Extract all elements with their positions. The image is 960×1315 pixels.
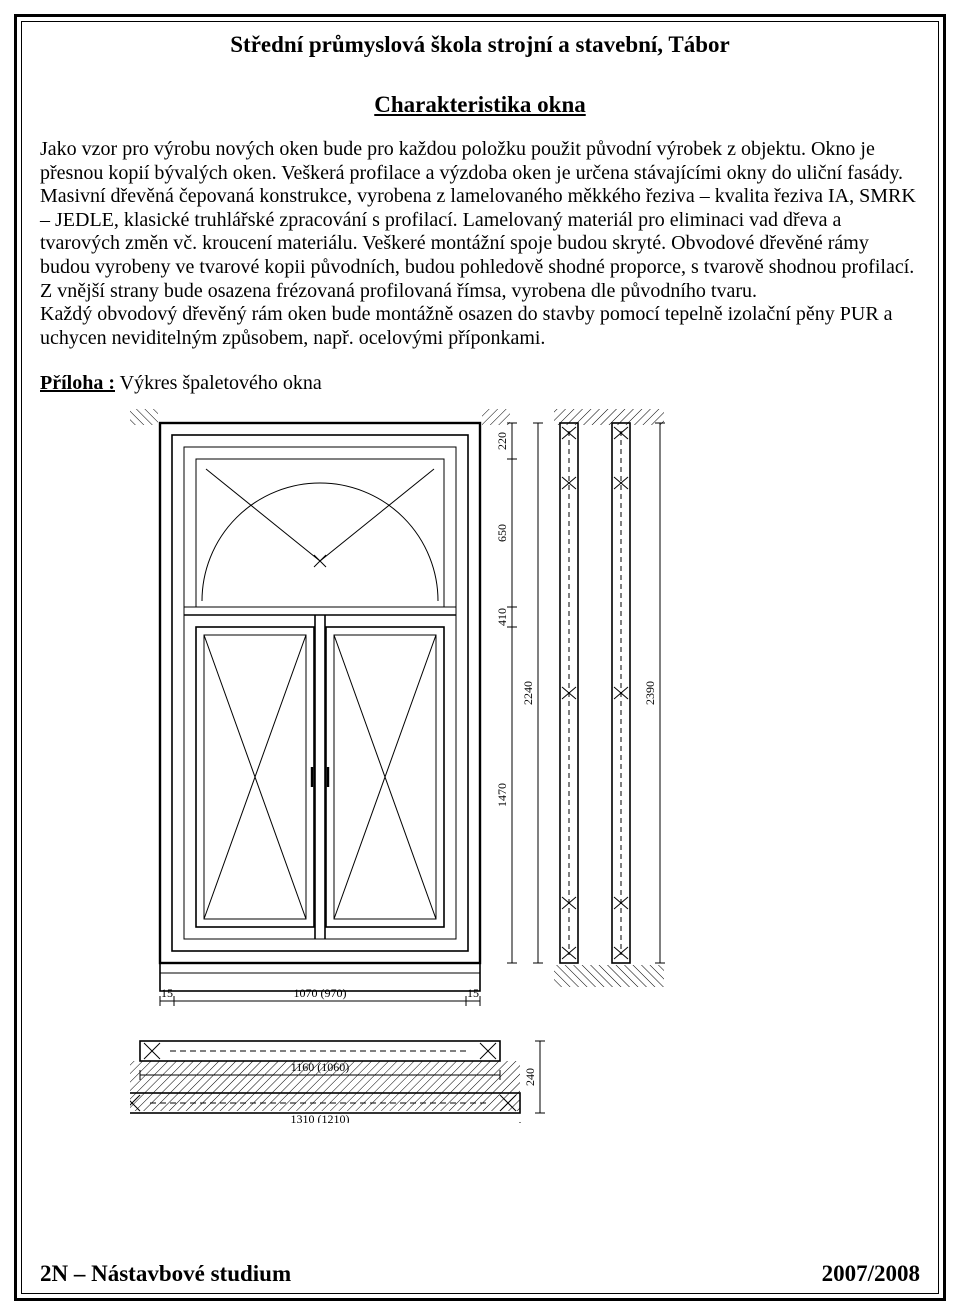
svg-text:1470: 1470 xyxy=(495,783,509,807)
page-header-title: Střední průmyslová škola strojní a stave… xyxy=(40,32,920,58)
svg-text:1160 (1060): 1160 (1060) xyxy=(291,1060,350,1074)
svg-text:2240: 2240 xyxy=(521,681,535,705)
svg-text:15: 15 xyxy=(467,986,479,1000)
svg-text:220: 220 xyxy=(495,432,509,450)
attachment-label: Příloha : xyxy=(40,372,115,394)
svg-text:1070 (970): 1070 (970) xyxy=(294,986,347,1000)
window-drawing: 15 1070 (970) 15 1160 (1060) 1310 (1210) 220 6… xyxy=(40,403,920,1257)
svg-text:15: 15 xyxy=(161,986,173,1000)
paragraph-4: Každý obvodový dřevěný rám oken bude mon… xyxy=(40,303,893,349)
svg-text:240: 240 xyxy=(523,1068,537,1086)
attachment-line: Příloha : Výkres špaletového okna xyxy=(40,372,920,395)
paragraph-1: Jako vzor pro výrobu nových oken bude pr… xyxy=(40,138,903,184)
svg-text:410: 410 xyxy=(495,608,509,626)
attachment-text: Výkres špaletového okna xyxy=(115,372,322,394)
svg-text:1310 (1210): 1310 (1210) xyxy=(291,1112,350,1123)
svg-text:2390: 2390 xyxy=(643,681,657,705)
footer-right: 2007/2008 xyxy=(822,1261,920,1287)
page-footer: 2N – Nástavbové studium 2007/2008 xyxy=(40,1261,920,1287)
section-title: Charakteristika okna xyxy=(40,92,920,118)
footer-left: 2N – Nástavbové studium xyxy=(40,1261,291,1287)
svg-text:650: 650 xyxy=(495,524,509,542)
body-text: Jako vzor pro výrobu nových oken bude pr… xyxy=(40,138,920,350)
